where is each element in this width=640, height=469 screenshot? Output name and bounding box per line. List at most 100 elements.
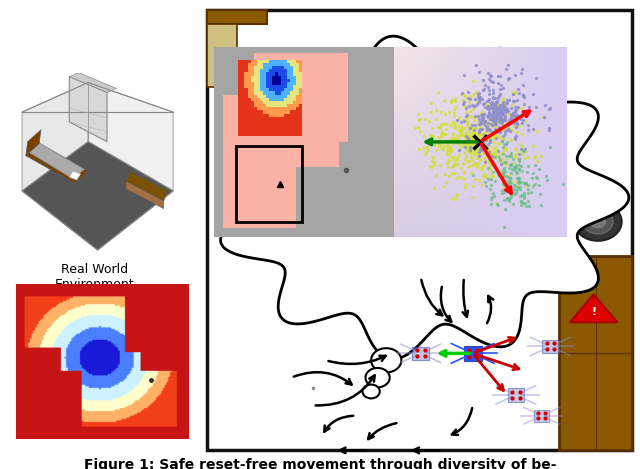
Point [460,131,470,138]
Point [442,149,452,157]
Point [485,133,495,140]
Point [479,118,489,126]
Point [476,147,486,154]
Point [541,173,551,180]
Point [460,133,470,140]
Point [497,98,508,106]
Point [470,113,480,120]
Point [517,167,527,174]
Point [437,132,447,139]
Point [499,145,509,153]
Point [433,89,443,96]
Point [492,110,502,118]
Point [463,142,473,149]
Point [512,119,522,127]
Point [465,148,475,156]
Point [475,94,485,101]
Point [465,146,476,154]
Point [500,167,511,175]
Point [503,173,513,181]
Point [471,136,481,143]
Point [467,136,477,143]
Point [474,136,484,144]
Point [467,124,477,132]
Point [461,139,472,146]
Point [514,122,524,130]
Point [497,119,508,126]
Point [492,106,502,113]
Point [488,131,498,139]
Point [558,180,568,188]
Point [435,131,445,138]
Point [472,91,483,98]
Point [490,94,500,101]
Point [454,140,464,147]
Point [486,121,496,128]
Point [467,156,477,164]
Point [436,144,446,152]
Point [496,174,506,181]
Point [470,95,481,102]
Point [505,188,515,195]
Point [470,140,480,147]
Point [457,127,467,134]
Point [492,109,502,117]
Point [450,124,460,131]
Point [457,123,467,131]
Point [490,147,500,154]
Point [509,166,520,174]
Point [492,116,502,123]
Point [518,91,528,98]
Point [500,99,510,106]
Point [499,159,509,166]
Point [473,138,483,145]
Point [493,106,503,113]
Point [498,171,508,178]
Point [510,136,520,143]
Point [502,99,512,106]
Point [466,138,476,146]
Point [479,157,489,164]
Point [475,151,485,159]
Point [492,110,502,117]
Point [488,168,499,176]
Point [470,140,481,147]
Point [447,163,457,171]
Point [477,181,487,189]
Point [467,122,477,130]
Point [459,144,469,151]
Point [446,146,456,154]
Point [445,152,455,160]
Point [502,119,513,126]
Point [492,127,502,134]
Point [484,132,495,139]
Point [493,104,504,112]
Point [469,103,479,110]
Point [474,144,484,151]
Point [467,143,477,150]
Point [518,81,528,88]
Point [513,183,524,191]
Point [489,134,499,141]
Point [481,142,491,150]
Point [440,110,451,118]
Point [456,132,467,139]
Point [495,108,506,115]
Point [487,101,497,108]
Point [446,98,456,106]
Point [495,109,506,116]
Point [498,132,508,140]
Point [489,109,499,116]
Point [427,162,437,169]
Point [487,156,497,164]
Point [514,166,524,174]
Point [489,113,499,121]
Point [494,102,504,110]
Point [456,164,466,171]
Point [475,118,485,126]
Point [460,92,470,99]
Point [465,149,476,156]
Point [474,133,484,141]
Point [506,152,516,160]
Point [487,98,497,106]
